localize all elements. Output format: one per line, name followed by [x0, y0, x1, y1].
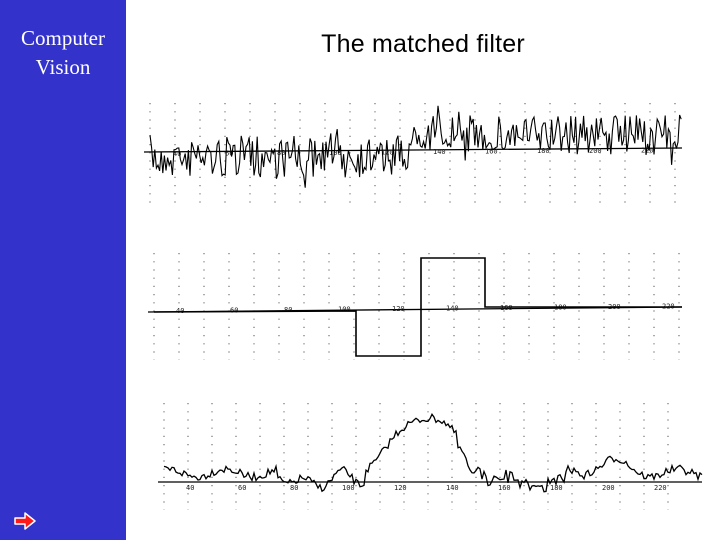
tick-label: 100 [338, 306, 351, 314]
tick-label: 40 [176, 307, 184, 315]
signal-trace [149, 105, 682, 188]
noisy-signal-plot: 40 60 80 100 120 140 160 180 200 220 [143, 103, 683, 205]
tick-label: 180 [550, 484, 563, 492]
course-title-line2: Vision [35, 55, 91, 79]
filter-template-plot: 40 60 80 100 120 140 160 180 200 220 [147, 253, 683, 360]
tick-label: 40 [186, 484, 194, 492]
tick-label: 160 [498, 484, 511, 492]
tick-label: 200 [589, 147, 602, 155]
tick-label: 220 [654, 484, 667, 492]
tick-label: 120 [392, 305, 405, 313]
tick-labels: 40 60 80 100 120 140 160 180 200 220 [176, 303, 675, 316]
slide-title: The matched filter [321, 30, 525, 58]
tick-label: 160 [500, 304, 513, 312]
tick-label: 60 [225, 150, 233, 158]
tick-label: 200 [602, 484, 615, 492]
tick-label: 120 [394, 484, 407, 492]
course-title-line1: Computer [21, 26, 105, 50]
tick-label: 40 [173, 150, 181, 158]
tick-label: 80 [277, 149, 285, 157]
tick-label: 80 [284, 306, 292, 314]
tick-label: 180 [537, 147, 550, 155]
tick-label: 220 [641, 146, 654, 154]
tick-label: 140 [433, 148, 446, 156]
tick-label: 140 [446, 484, 459, 492]
tick-label: 100 [329, 149, 342, 157]
filter-output-plot: 40 60 80 100 120 140 160 180 200 220 [158, 403, 703, 510]
sidebar: Computer Vision [0, 0, 126, 540]
tick-labels: 40 60 80 100 120 140 160 180 200 220 [186, 484, 667, 492]
tick-label: 140 [446, 305, 459, 313]
right-arrow-icon[interactable] [12, 508, 38, 534]
course-title: Computer Vision [0, 24, 126, 82]
tick-label: 60 [238, 484, 246, 492]
tick-label: 60 [230, 307, 238, 315]
tick-label: 100 [342, 484, 355, 492]
tick-label: 160 [485, 148, 498, 156]
filter-trace [153, 257, 682, 357]
output-trace [163, 413, 703, 493]
tick-label: 80 [290, 484, 298, 492]
plot-axis [143, 147, 683, 153]
